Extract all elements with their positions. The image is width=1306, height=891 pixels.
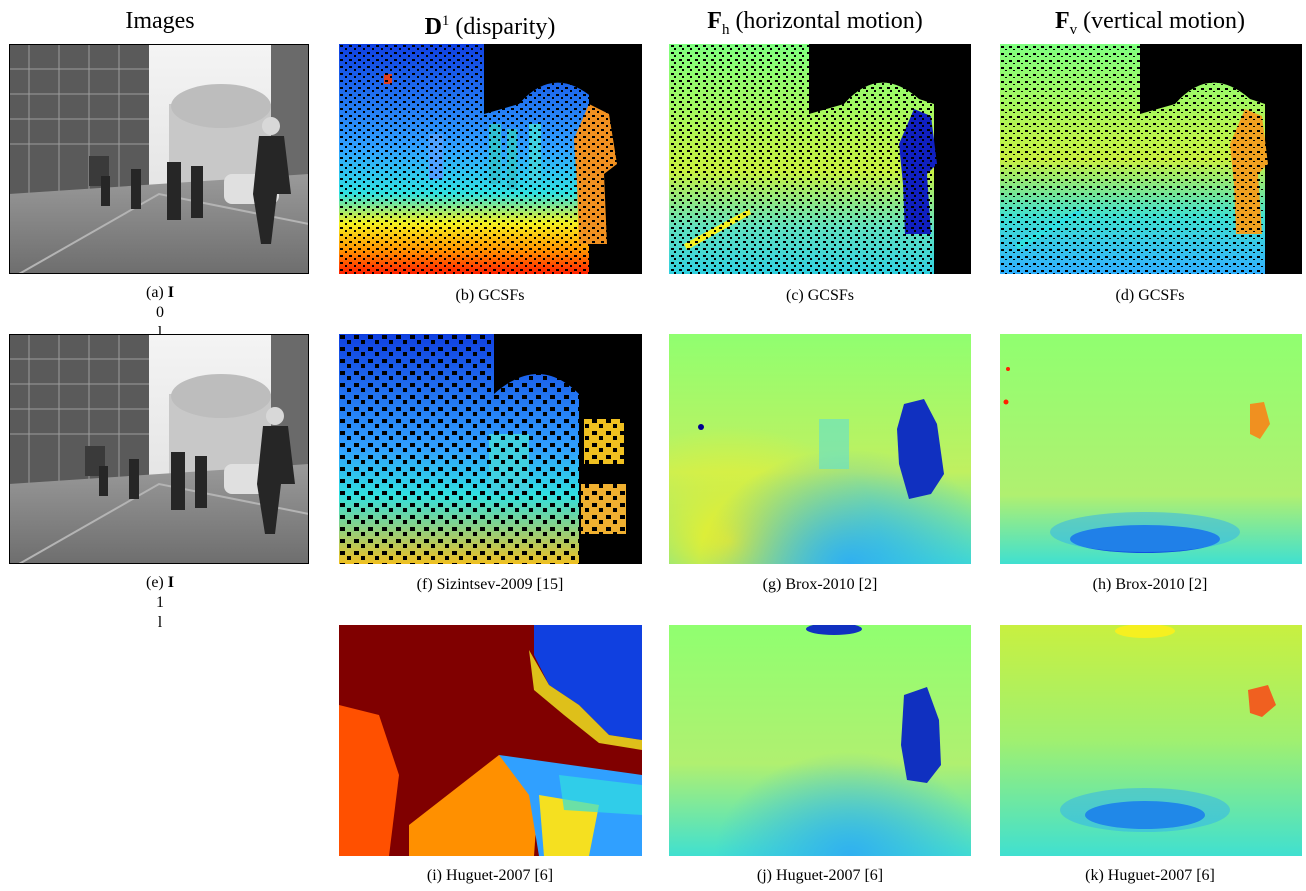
caption-k: (k) Huguet-2007 [6] [1085, 867, 1215, 884]
vertical-motion-brox [1000, 334, 1302, 564]
disparity-sizintsev [339, 334, 642, 564]
caption-a-prefix: (a) [146, 284, 168, 301]
image-left-frame-0 [9, 44, 309, 274]
disparity-sup: 1 [441, 13, 450, 29]
caption-h: (h) Brox-2010 [2] [1092, 576, 1208, 593]
caption-e-prefix: (e) [146, 574, 168, 591]
vertical-text: (vertical motion) [1077, 8, 1246, 34]
column-header-images: Images [60, 6, 260, 36]
column-header-images-text: Images [125, 8, 195, 34]
caption-a-symbol: I [167, 284, 174, 301]
column-header-horizontal: Fh (horizontal motion) [660, 6, 970, 38]
horizontal-motion-gcsfs [669, 44, 971, 274]
caption-e-sub: l [157, 614, 163, 631]
caption-e-symbol: I [167, 574, 174, 591]
caption-c: (c) GCSFs [785, 287, 854, 304]
caption-a-sup: 0 [156, 304, 164, 321]
disparity-gcsfs [339, 44, 642, 274]
caption-f: (f) Sizintsev-2009 [15] [416, 576, 564, 593]
vertical-motion-gcsfs [1000, 44, 1302, 274]
column-header-disparity: D1 (disparity) [340, 6, 640, 40]
vertical-sub: v [1069, 21, 1078, 38]
horizontal-motion-brox [669, 334, 971, 564]
image-left-frame-1 [9, 334, 309, 564]
disparity-huguet [339, 625, 642, 856]
caption-g: (g) Brox-2010 [2] [762, 576, 878, 593]
caption-j: (j) Huguet-2007 [6] [756, 867, 884, 884]
horizontal-text: (horizontal motion) [729, 8, 923, 34]
vertical-symbol: F [1054, 8, 1070, 34]
caption-b: (b) GCSFs [455, 287, 525, 304]
disparity-text: (disparity) [449, 14, 556, 40]
caption-a-sub: l [157, 324, 163, 341]
column-header-vertical: Fv (vertical motion) [995, 6, 1305, 38]
horizontal-sub: h [721, 21, 730, 38]
caption-i: (i) Huguet-2007 [6] [426, 867, 554, 884]
disparity-symbol: D [424, 14, 442, 40]
vertical-motion-huguet [1000, 625, 1302, 856]
horizontal-symbol: F [707, 8, 722, 34]
caption-e-sup: 1 [156, 594, 164, 611]
caption-d: (d) GCSFs [1115, 287, 1185, 304]
horizontal-motion-huguet [669, 625, 971, 856]
